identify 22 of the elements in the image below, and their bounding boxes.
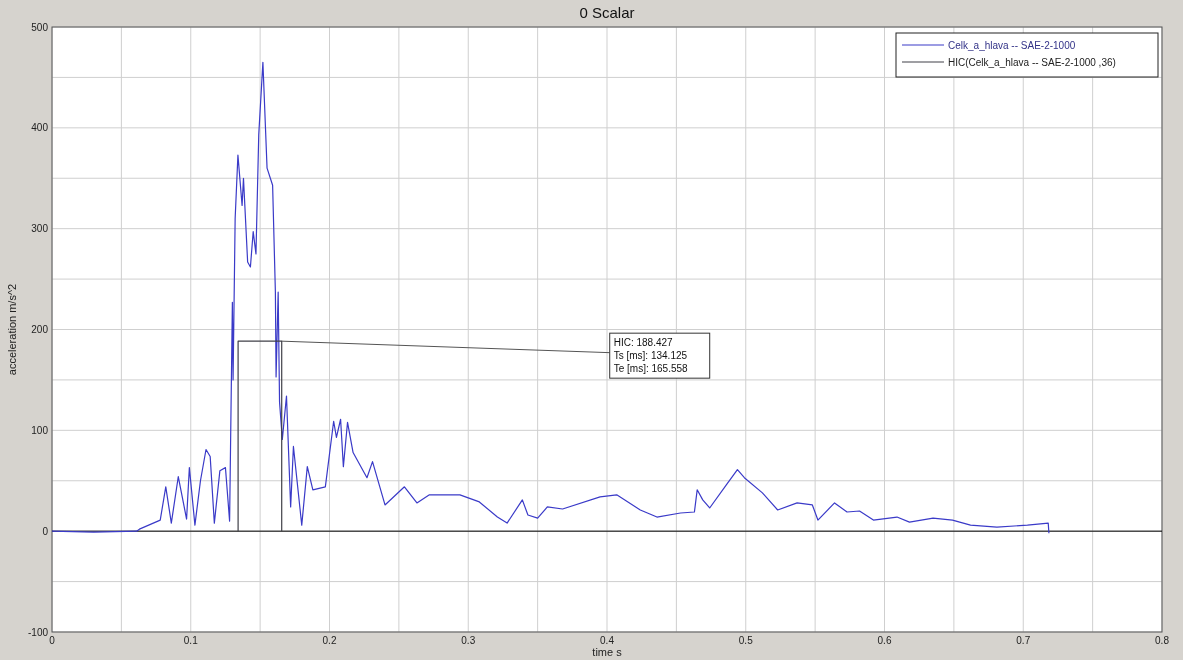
x-tick-label: 0.3 — [461, 635, 476, 646]
x-tick-label: 0 — [49, 635, 56, 646]
x-axis-title: time s — [592, 646, 623, 658]
x-tick-label: 0.1 — [183, 635, 199, 646]
x-tick-label: 0.7 — [1016, 635, 1031, 646]
y-tick-label: 500 — [31, 21, 49, 33]
y-tick-label: 400 — [31, 122, 49, 134]
legend-label: HIC(Celk_a_hlava -- SAE-2-1000 ,36) — [948, 57, 1116, 68]
x-tick-label: 0.2 — [322, 635, 337, 646]
x-tick-label: 0.8 — [1155, 635, 1170, 646]
y-tick-label: -100 — [27, 626, 49, 638]
y-tick-label: 100 — [31, 424, 49, 436]
y-tick-label: 300 — [31, 223, 49, 235]
annotation: HIC: 188.427 Ts [ms]: 134.125 Te [ms]: 165.558 — [613, 337, 689, 375]
x-tick-label: 0.6 — [877, 635, 892, 646]
x-tick-label: 0.5 — [738, 635, 754, 646]
y-axis-title: acceleration m/s^2 — [6, 283, 18, 376]
y-tick-label: 200 — [31, 324, 49, 335]
chart-title: 0 Scalar — [579, 4, 635, 21]
x-tick-label: 0.4 — [600, 635, 615, 646]
y-tick-label: 0 — [42, 525, 49, 537]
legend-label: Celk_a_hlava -- SAE-2-1000 — [948, 40, 1076, 51]
